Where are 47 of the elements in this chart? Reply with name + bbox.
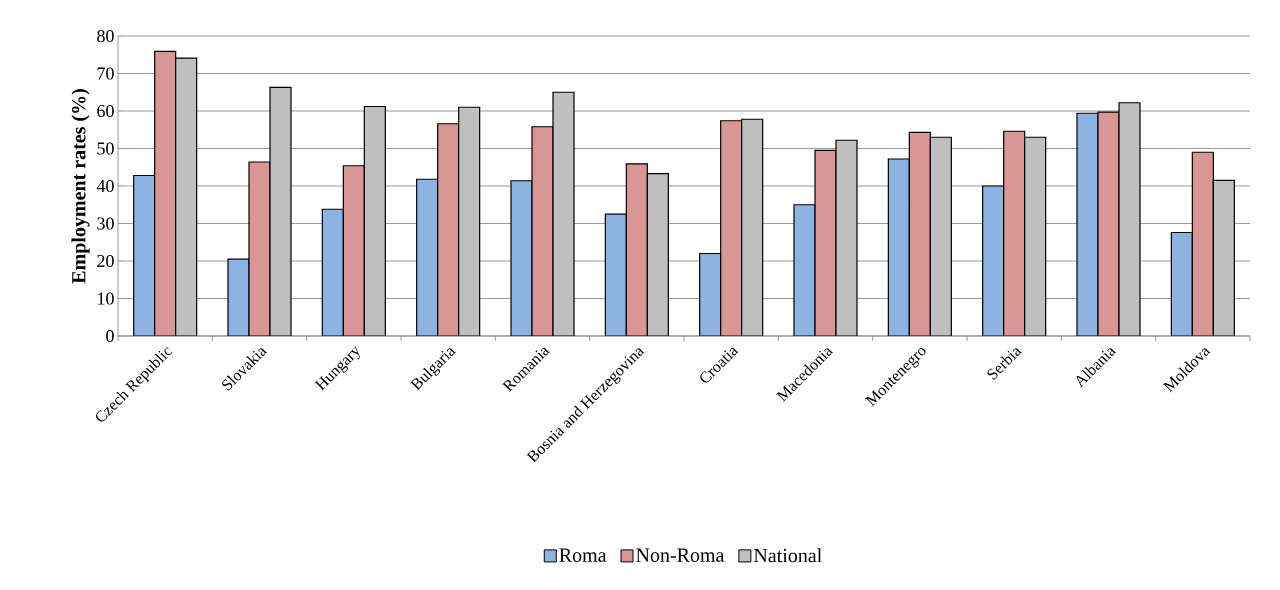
y-tick-label: 80 xyxy=(97,29,114,43)
bar xyxy=(322,209,344,336)
y-tick-label: 50 xyxy=(97,142,114,155)
bar xyxy=(1191,151,1214,336)
bar xyxy=(836,140,858,336)
bar xyxy=(720,120,742,336)
bar xyxy=(815,150,837,336)
legend-label: Non-Roma xyxy=(636,548,725,562)
bar xyxy=(175,58,197,336)
bar xyxy=(511,180,532,336)
bar xyxy=(416,179,438,336)
bar xyxy=(458,107,480,336)
bar xyxy=(437,123,459,336)
bar xyxy=(1170,231,1193,336)
bar xyxy=(1077,113,1099,336)
bar xyxy=(270,87,291,336)
y-axis-title: Employment rates (%) xyxy=(71,89,90,284)
bar xyxy=(647,173,669,336)
y-tick-label: 70 xyxy=(97,67,114,80)
bar xyxy=(1003,131,1025,336)
bar xyxy=(133,175,155,336)
y-tick-label: 60 xyxy=(97,104,114,118)
bar xyxy=(699,253,721,336)
legend-label: National xyxy=(753,548,822,563)
bar xyxy=(364,106,386,336)
bar xyxy=(626,163,648,336)
bar xyxy=(1098,112,1120,336)
y-tick-label: 30 xyxy=(97,217,114,230)
bar xyxy=(1024,137,1046,336)
bar xyxy=(605,214,627,336)
bar xyxy=(982,186,1004,336)
bar xyxy=(154,51,176,336)
bar xyxy=(930,137,952,336)
bar xyxy=(532,126,553,336)
bar xyxy=(888,159,910,336)
legend-label: Roma xyxy=(559,548,607,562)
bar xyxy=(1119,102,1141,336)
bar xyxy=(553,92,575,336)
bar xyxy=(741,119,763,336)
bar xyxy=(1212,179,1235,336)
bar xyxy=(794,204,816,336)
y-tick-label: 40 xyxy=(96,179,114,193)
bar xyxy=(909,132,931,336)
bar xyxy=(343,165,365,336)
y-tick-label: 20 xyxy=(97,254,114,268)
y-tick-label: 10 xyxy=(98,292,114,305)
y-tick-label: 0 xyxy=(106,329,114,343)
